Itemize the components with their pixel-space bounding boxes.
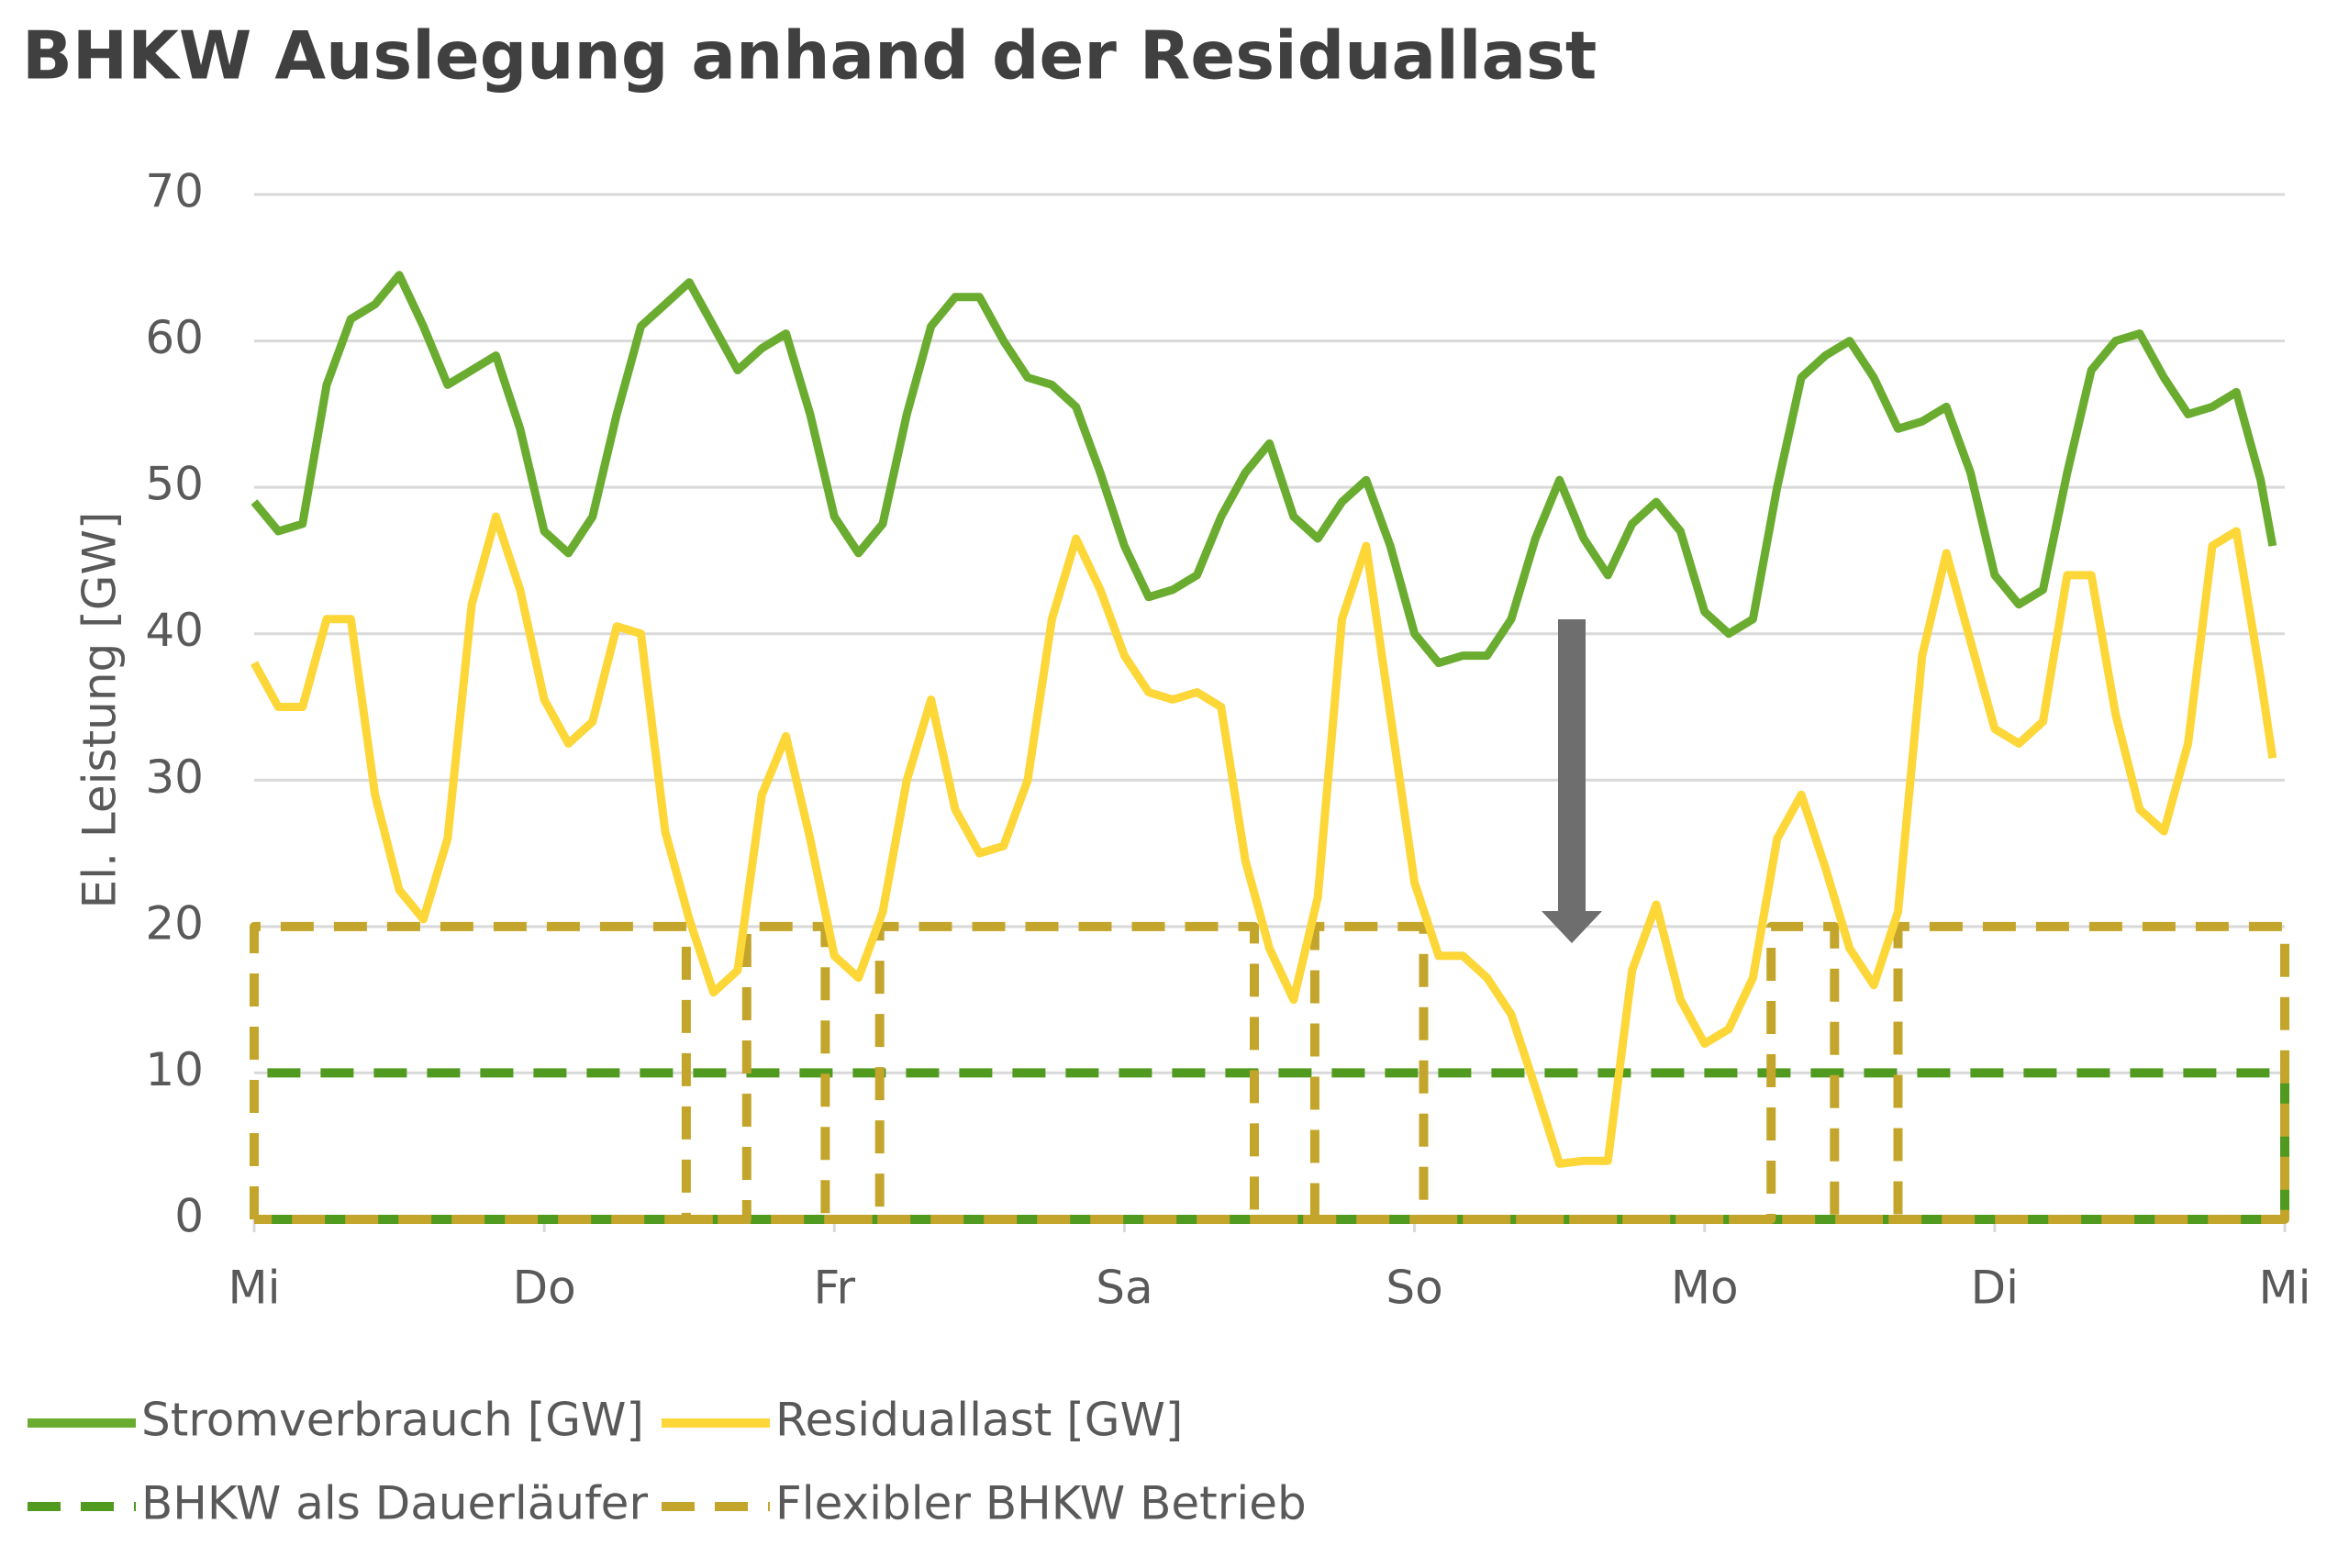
series-line: [250, 1068, 2289, 1224]
series-line: [250, 271, 2277, 668]
chart-title: BHKW Auslegung anhand der Residuallast: [22, 17, 1597, 95]
grid: 0 10 20 30 40 50 60 70 Mi Do Fr Sa So Mo Di Mi: [145, 165, 2310, 1315]
x-tick-label: Sa: [1096, 1262, 1152, 1315]
y-axis-label: El. Leistung [GW]: [73, 512, 127, 909]
legend-label: Residuallast [GW]: [775, 1394, 1183, 1447]
arrow-head: [1542, 911, 1602, 943]
legend-label: BHKW als Dauerläufer: [141, 1477, 648, 1530]
plot-area: [250, 271, 2289, 1224]
y-tick-label: 0: [174, 1190, 204, 1243]
y-tick-label: 40: [145, 604, 204, 657]
y-tick-label: 30: [145, 751, 204, 804]
arrow-shaft: [1558, 619, 1586, 913]
series-line: [250, 512, 2277, 1168]
x-tick-label: Mi: [2258, 1262, 2310, 1315]
legend: Stromverbrauch [GW] Residuallast [GW] BHKW…: [28, 1394, 1307, 1530]
y-tick-label: 20: [145, 896, 204, 950]
x-tick-label: Fr: [813, 1262, 855, 1315]
series-line: [250, 921, 2289, 1224]
legend-label: Stromverbrauch [GW]: [141, 1394, 644, 1447]
annotation-arrow: [1542, 619, 1602, 943]
legend-label: Flexibler BHKW Betrieb: [775, 1477, 1307, 1530]
x-tick-label: Do: [513, 1262, 576, 1315]
y-tick-label: 50: [145, 458, 204, 511]
x-tick-label: Mi: [228, 1262, 280, 1315]
x-tick-label: Mo: [1671, 1262, 1739, 1315]
x-tick-label: Di: [1971, 1262, 2019, 1315]
y-tick-label: 60: [145, 311, 204, 364]
y-tick-label: 10: [145, 1043, 204, 1096]
y-tick-label: 70: [145, 165, 204, 218]
x-tick-label: So: [1386, 1262, 1442, 1315]
